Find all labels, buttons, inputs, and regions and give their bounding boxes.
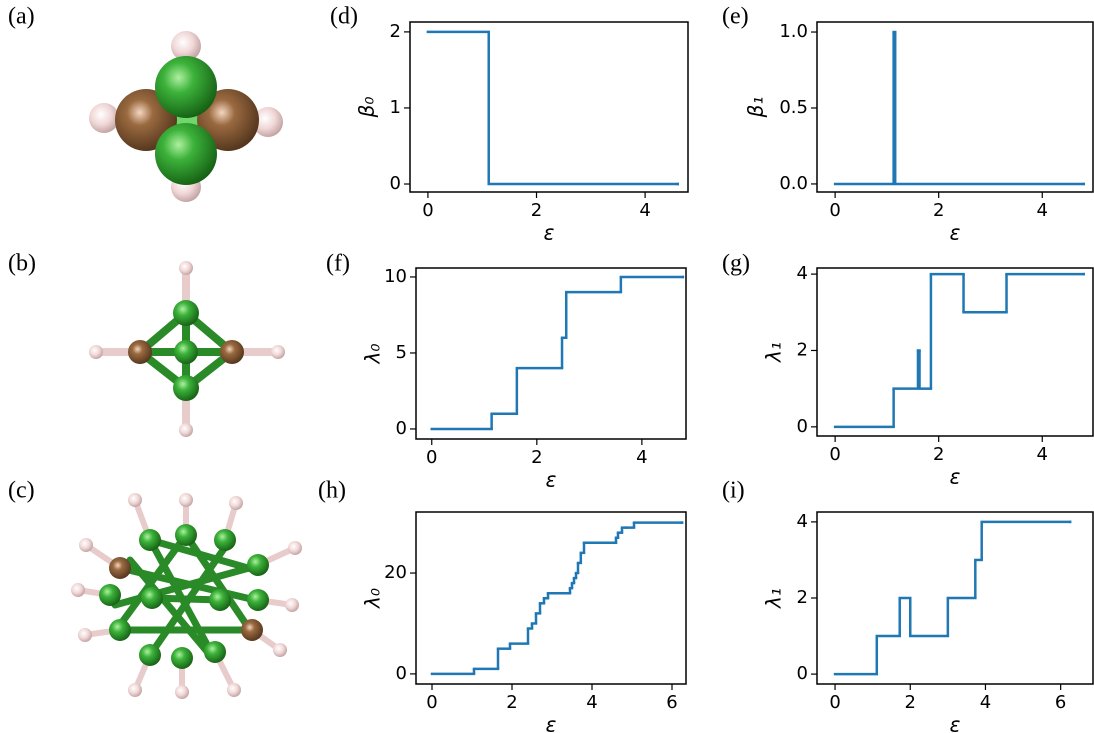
y-tick-label: 0 [396, 418, 407, 439]
x-axis-label: ε [950, 465, 961, 489]
y-tick-label: 2 [797, 339, 808, 360]
panel-label: (c) [8, 478, 35, 504]
panel-label: (f) [326, 251, 350, 277]
y-tick-label: 5 [396, 342, 407, 363]
x-tick-label: 4 [636, 447, 647, 468]
axes-frame [415, 267, 687, 440]
x-tick-label: 4 [639, 200, 650, 221]
y-axis-label: λ₀ [361, 344, 385, 365]
axes-frame [409, 21, 689, 193]
x-tick-label: 4 [1037, 200, 1048, 221]
axes-frame [816, 267, 1094, 437]
y-tick-label: 1 [390, 97, 401, 118]
x-tick-label: 2 [506, 692, 517, 713]
y-axis-label: λ₀ [361, 588, 385, 609]
panel-label: (b) [8, 251, 36, 277]
y-tick-label: 4 [797, 263, 808, 284]
x-tick-label: 2 [531, 447, 542, 468]
panel-label: (i) [722, 478, 745, 504]
axes-frame [816, 21, 1094, 193]
y-axis-label: λ₁ [762, 588, 786, 609]
x-tick-label: 2 [905, 692, 916, 713]
x-axis-label: ε [546, 713, 557, 733]
x-tick-label: 4 [980, 692, 991, 713]
y-tick-label: 4 [797, 511, 808, 532]
y-tick-label: 2 [797, 587, 808, 608]
molecule-c [71, 493, 302, 699]
y-axis-label: λ₁ [762, 342, 786, 363]
panel-label: (h) [318, 478, 346, 504]
molecule-b [89, 261, 285, 437]
y-tick-label: 20 [384, 562, 407, 583]
y-tick-label: 10 [384, 266, 407, 287]
panel-label: (g) [722, 251, 750, 277]
panel-label: (d) [330, 4, 358, 30]
y-tick-label: 0 [797, 416, 808, 437]
y-tick-label: 0 [390, 173, 401, 194]
axes-frame [415, 511, 687, 685]
x-tick-label: 0 [426, 447, 437, 468]
y-tick-label: 0.5 [779, 97, 808, 118]
y-tick-label: 0 [396, 663, 407, 684]
y-axis-label: β₀ [355, 97, 379, 119]
x-axis-label: ε [544, 221, 555, 245]
x-tick-label: 6 [1055, 692, 1066, 713]
y-tick-label: 0.0 [779, 173, 808, 194]
x-tick-label: 2 [531, 200, 542, 221]
x-axis-label: ε [950, 221, 961, 245]
panel-label: (e) [722, 4, 749, 30]
x-tick-label: 0 [829, 444, 840, 465]
panel-label: (a) [8, 4, 35, 30]
x-tick-label: 4 [586, 692, 597, 713]
y-tick-label: 2 [390, 21, 401, 42]
x-tick-label: 2 [933, 444, 944, 465]
x-tick-label: 6 [666, 692, 677, 713]
x-axis-label: ε [950, 713, 961, 733]
x-tick-label: 0 [829, 200, 840, 221]
y-axis-label: β₁ [744, 97, 768, 119]
x-tick-label: 0 [829, 692, 840, 713]
y-tick-label: 1.0 [779, 21, 808, 42]
x-tick-label: 2 [933, 200, 944, 221]
x-tick-label: 4 [1037, 444, 1048, 465]
y-tick-label: 0 [797, 663, 808, 684]
x-tick-label: 0 [422, 200, 433, 221]
x-axis-label: ε [546, 468, 557, 492]
molecule-a [89, 31, 283, 202]
x-tick-label: 0 [426, 692, 437, 713]
